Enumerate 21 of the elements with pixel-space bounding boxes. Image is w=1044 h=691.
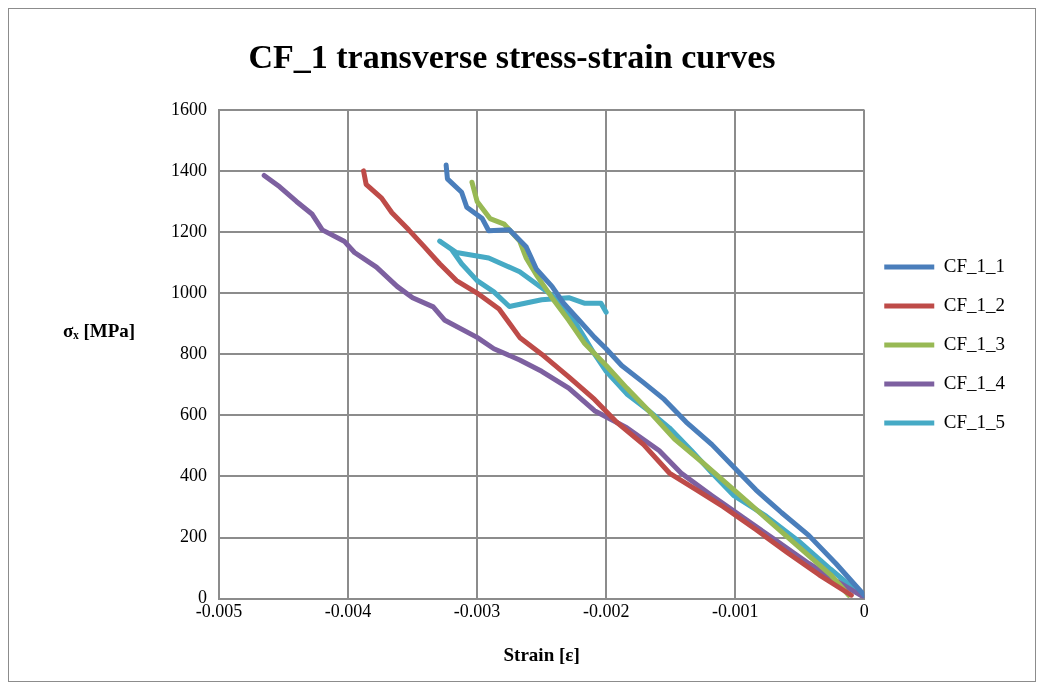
y-tick-label: 600 [180, 404, 207, 425]
y-tick-label: 400 [180, 465, 207, 486]
y-tick-label: 1400 [171, 159, 207, 180]
x-tick-label: -0.001 [711, 601, 759, 622]
y-tick-label: 800 [180, 342, 207, 363]
x-tick-label: -0.002 [582, 601, 630, 622]
chart-title: CF_1 transverse stress-strain curves [248, 38, 776, 76]
y-tick-label: 1200 [171, 220, 207, 241]
legend-label: CF_1_3 [943, 332, 1006, 354]
legend-label: CF_1_4 [943, 371, 1006, 393]
y-axis-title: σₓ [MPa] [61, 319, 137, 343]
legend-label: CF_1_1 [943, 254, 1006, 276]
x-tick-label: -0.003 [453, 601, 501, 622]
legend-label: CF_1_2 [943, 293, 1006, 315]
y-tick-label: 200 [180, 526, 207, 547]
x-tick-label: -0.004 [324, 601, 372, 622]
y-tick-label: 1000 [171, 281, 207, 302]
x-axis-title: Strain [ε] [503, 643, 580, 665]
y-tick-label: 1600 [171, 98, 207, 119]
x-tick-label: 0 [859, 601, 869, 622]
legend-label: CF_1_5 [943, 410, 1006, 432]
